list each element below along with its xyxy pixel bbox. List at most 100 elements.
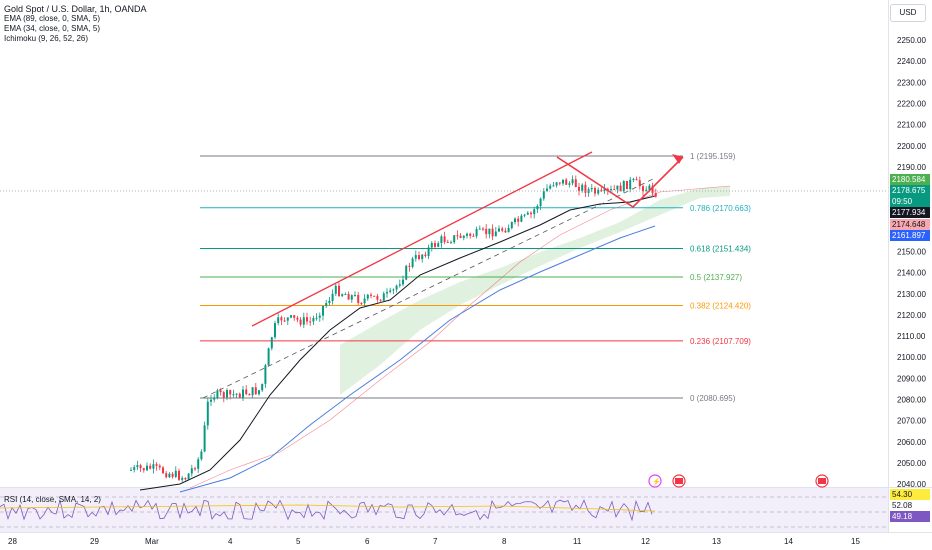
us-flag-icon — [818, 478, 826, 484]
x-tick-label-10: 13 — [712, 537, 721, 546]
candle-body — [498, 228, 500, 232]
candle-body — [152, 464, 155, 469]
candle-body — [242, 389, 244, 398]
rsi-legend[interactable]: RSI (14, close, SMA, 14, 2) — [4, 495, 101, 504]
candle-body — [488, 228, 491, 235]
candle-body — [622, 181, 625, 192]
candle-body — [248, 394, 251, 396]
candle-body — [398, 284, 401, 286]
candle-body — [158, 465, 161, 468]
candle-body — [475, 229, 478, 237]
candle-body — [424, 254, 427, 257]
candle-body — [642, 186, 644, 192]
y-tick-label-18: 2220.00 — [897, 99, 926, 108]
candle-body — [443, 236, 446, 242]
candle-body — [638, 180, 641, 187]
candle-body — [562, 179, 564, 184]
candle-body — [206, 401, 209, 426]
legend-ema89[interactable]: EMA (89, close, 0, SMA, 5) — [4, 14, 101, 23]
x-tick-label-7: 8 — [502, 537, 507, 546]
fib-label-2: 0.618 (2151.434) — [690, 244, 751, 253]
y-tick-label-3: 2070.00 — [897, 417, 926, 426]
candle-body — [514, 218, 516, 223]
candle-body — [366, 294, 369, 299]
candle-body — [430, 242, 433, 248]
candle-body — [533, 209, 536, 215]
lightning-icon: ⚡ — [652, 477, 661, 486]
legend-ema34[interactable]: EMA (34, close, 0, SMA, 5) — [4, 24, 101, 33]
candle-body — [373, 295, 376, 297]
candle-body — [283, 320, 286, 322]
x-tick-label-8: 11 — [573, 537, 582, 546]
candle-body — [344, 294, 347, 296]
candle-body — [136, 465, 139, 468]
candle-body — [459, 235, 462, 238]
candle-body — [389, 290, 392, 292]
candle-body — [581, 184, 584, 191]
candle-body — [408, 265, 411, 267]
candle-body — [584, 184, 587, 193]
candle-body — [270, 337, 273, 349]
fib-label-5: 0.236 (2107.709) — [690, 337, 751, 346]
candle-body — [427, 247, 430, 257]
y-tick-label-20: 2240.00 — [897, 57, 926, 66]
candle-body — [520, 215, 523, 222]
candle-body — [395, 285, 398, 290]
candle-body — [469, 233, 472, 236]
candle-body — [229, 390, 232, 395]
candle-body — [290, 315, 292, 318]
us-flag-icon — [675, 478, 683, 484]
candle-body — [616, 185, 619, 190]
candle-body — [434, 242, 436, 247]
y-tick-label-5: 2090.00 — [897, 374, 926, 383]
candle-body — [168, 473, 171, 478]
rsi-line — [0, 498, 653, 522]
candle-body — [571, 179, 574, 184]
candle-body — [347, 294, 350, 300]
candle-body — [536, 206, 539, 210]
candle-body — [216, 390, 219, 398]
candle-body — [318, 315, 321, 318]
candle-body — [539, 198, 542, 207]
candle-body — [379, 299, 382, 301]
candle-body — [251, 387, 254, 396]
candle-body — [558, 182, 561, 184]
y-tick-label-19: 2230.00 — [897, 78, 926, 87]
legend-ichimoku[interactable]: Ichimoku (9, 26, 52, 26) — [4, 34, 89, 43]
candle-body — [603, 188, 606, 191]
candle-body — [341, 294, 344, 297]
y-tick-label-17: 2210.00 — [897, 121, 926, 130]
candle-body — [171, 473, 174, 477]
candle-body — [651, 185, 654, 194]
candle-body — [597, 189, 600, 194]
x-tick-label-0: 28 — [8, 537, 17, 546]
candle-body — [507, 228, 510, 233]
candle-body — [414, 255, 417, 259]
candle-body — [613, 189, 616, 191]
candle-body — [309, 321, 312, 323]
currency-button[interactable]: USD — [890, 4, 926, 22]
candle-body — [203, 425, 206, 452]
candle-body — [626, 181, 628, 190]
y-tick-label-9: 2130.00 — [897, 290, 926, 299]
candle-body — [162, 467, 164, 474]
candle-body — [418, 255, 420, 260]
x-tick-label-11: 14 — [784, 537, 793, 546]
candle-body — [568, 183, 571, 185]
candle-body — [325, 303, 328, 307]
candle-body — [494, 231, 497, 237]
x-tick-label-12: 15 — [851, 537, 860, 546]
candle-body — [245, 389, 248, 395]
candle-body — [146, 465, 148, 471]
y-tick-label-11: 2150.00 — [897, 247, 926, 256]
price-tag-ema89: 2161.897 — [890, 230, 930, 241]
price-tag-last: 2177.934 — [890, 207, 930, 218]
candle-body — [296, 317, 299, 320]
candle-body — [549, 185, 552, 189]
candle-body — [200, 451, 203, 460]
candle-body — [654, 193, 657, 197]
candle-body — [632, 179, 635, 181]
candle-body — [210, 399, 212, 402]
